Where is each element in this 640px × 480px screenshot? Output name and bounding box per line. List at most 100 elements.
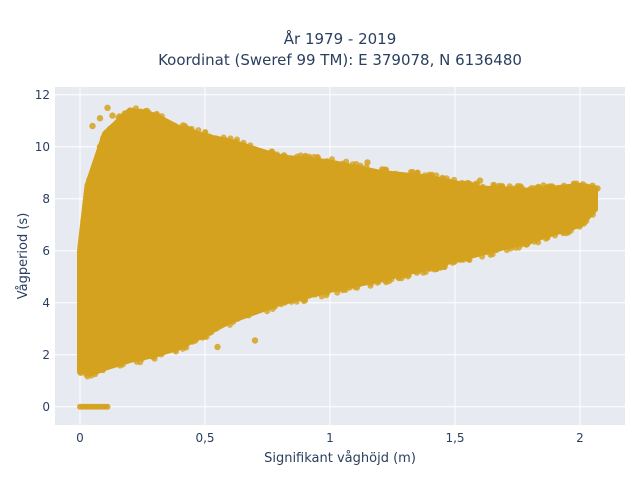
scatter-point xyxy=(294,292,301,299)
scatter-point xyxy=(507,245,514,252)
scatter-point xyxy=(402,172,409,179)
scatter-point xyxy=(514,190,521,197)
scatter-point xyxy=(496,190,503,197)
x-tick-label: 1,5 xyxy=(445,431,464,445)
scatter-point xyxy=(539,195,546,202)
scatter-point xyxy=(262,152,269,159)
scatter-point xyxy=(155,113,162,120)
scatter-point xyxy=(293,298,300,305)
scatter-point xyxy=(77,248,84,255)
scatter-point xyxy=(414,169,421,176)
scatter-point xyxy=(195,127,202,134)
scatter-point xyxy=(382,274,389,281)
scatter-point xyxy=(208,326,215,333)
scatter-point xyxy=(307,160,314,167)
scatter-point xyxy=(355,277,362,284)
scatter-point xyxy=(78,239,84,246)
scatter-point xyxy=(138,356,145,363)
scatter-point xyxy=(324,290,331,296)
scatter-point xyxy=(535,232,542,239)
scatter-point xyxy=(207,137,214,144)
x-tick-label: 2 xyxy=(576,431,584,445)
scatter-point xyxy=(240,308,247,315)
scatter-point xyxy=(314,154,321,161)
x-tick-label: 1 xyxy=(326,431,334,445)
scatter-point xyxy=(357,162,364,169)
scatter-point xyxy=(107,125,114,132)
y-axis-title: Vågperiod (s) xyxy=(16,213,31,300)
scatter-point xyxy=(433,172,440,179)
scatter-point xyxy=(115,114,122,121)
scatter-point xyxy=(514,186,521,193)
scatter-point xyxy=(90,166,97,173)
scatter-point xyxy=(159,346,166,353)
y-tick-label: 2 xyxy=(42,348,50,362)
scatter-point xyxy=(172,341,179,348)
scatter-point xyxy=(502,243,509,250)
y-tick-labels: 0 2 4 6 8 10 12 xyxy=(35,88,50,414)
scatter-point xyxy=(276,298,282,305)
scatter-point xyxy=(246,145,253,151)
scatter-point xyxy=(428,261,435,268)
scatter-point xyxy=(139,109,146,117)
y-tick-label: 10 xyxy=(35,140,50,154)
scatter-point xyxy=(443,259,450,266)
scatter-point xyxy=(332,283,339,290)
scatter-point xyxy=(338,282,345,289)
scatter-point xyxy=(214,141,221,148)
scatter-point xyxy=(581,184,588,191)
scatter-points xyxy=(76,104,601,377)
scatter-point xyxy=(451,258,458,265)
scatter-point xyxy=(330,160,337,167)
scatter-point xyxy=(464,180,471,187)
scatter-point xyxy=(528,232,535,239)
scatter-point xyxy=(462,249,469,256)
scatter-point xyxy=(419,263,426,270)
scatter-point xyxy=(255,150,262,157)
scatter-point xyxy=(84,182,91,189)
scatter-point xyxy=(554,226,561,233)
scatter-point xyxy=(479,253,486,260)
scatter-point xyxy=(546,190,553,197)
scatter-point xyxy=(103,129,110,136)
scatter-point xyxy=(361,168,368,175)
scatter-point xyxy=(350,278,357,285)
scatter-point xyxy=(493,242,500,249)
scatter-point xyxy=(523,236,529,243)
scatter-point xyxy=(241,147,248,154)
scatter-point xyxy=(567,227,574,234)
scatter-point xyxy=(476,177,484,184)
scatter-point xyxy=(183,344,190,351)
scatter-point xyxy=(109,112,116,119)
scatter-point xyxy=(319,160,326,167)
scatter-point xyxy=(182,338,188,345)
scatter-point xyxy=(86,369,94,377)
scatter-point xyxy=(569,184,576,190)
scatter-point xyxy=(296,155,303,162)
scatter-point xyxy=(542,235,549,242)
scatter-point xyxy=(480,188,487,195)
scatter-point xyxy=(128,110,135,117)
scatter-point xyxy=(365,277,372,284)
scatter-point xyxy=(389,172,396,179)
scatter-point xyxy=(86,176,93,183)
scatter-point xyxy=(399,271,405,278)
scatter-point xyxy=(132,105,139,112)
scatter-point xyxy=(117,360,124,367)
scatter-point xyxy=(82,204,89,211)
scatter-point xyxy=(216,322,223,329)
scatter-point xyxy=(283,155,290,162)
scatter-point xyxy=(364,159,371,166)
y-tick-label: 6 xyxy=(42,244,50,258)
scatter-point xyxy=(281,299,288,306)
scatter-point xyxy=(318,293,325,300)
scatter-point xyxy=(509,190,516,197)
scatter-point xyxy=(493,247,500,254)
scatter-point xyxy=(301,153,308,160)
scatter-point xyxy=(408,177,415,184)
scatter-point xyxy=(354,284,361,291)
scatter-point xyxy=(563,222,570,229)
scatter-point xyxy=(165,345,172,352)
scatter-point xyxy=(234,136,240,143)
